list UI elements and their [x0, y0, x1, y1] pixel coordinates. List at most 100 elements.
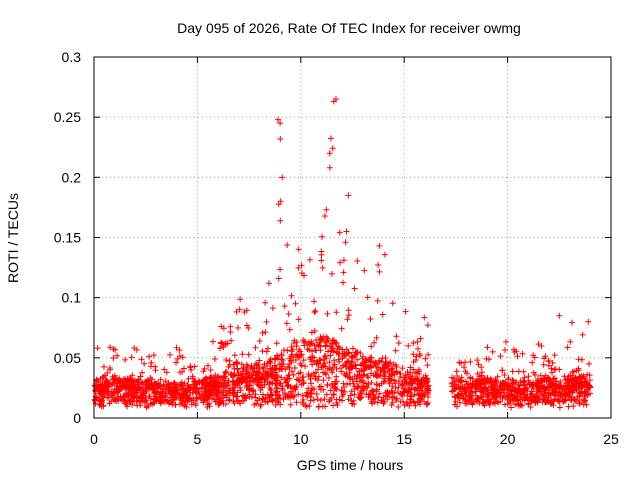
data-point — [283, 320, 290, 327]
data-point — [318, 335, 325, 342]
data-point — [570, 387, 577, 394]
data-point — [469, 392, 476, 399]
data-point — [527, 381, 534, 388]
data-point — [183, 391, 190, 398]
data-point — [319, 264, 326, 271]
data-point — [579, 331, 586, 338]
data-point — [137, 392, 144, 399]
data-point — [549, 380, 556, 387]
data-point — [137, 402, 144, 409]
data-point — [235, 324, 242, 331]
data-point — [565, 379, 572, 386]
data-point — [278, 356, 285, 363]
data-point — [362, 359, 369, 366]
data-point — [484, 376, 491, 383]
data-point — [308, 372, 315, 379]
data-point — [408, 392, 415, 399]
data-point — [379, 397, 386, 404]
data-point — [497, 393, 504, 400]
data-point — [265, 371, 272, 378]
data-point — [368, 379, 375, 386]
x-tick-label: 0 — [90, 431, 98, 447]
data-point — [210, 392, 217, 399]
data-point — [102, 383, 109, 390]
data-point — [575, 365, 582, 372]
data-point — [484, 387, 491, 394]
data-point — [484, 393, 491, 400]
data-point — [328, 394, 335, 401]
data-point — [227, 323, 234, 330]
data-point — [262, 299, 269, 306]
data-point — [240, 375, 247, 382]
data-point — [257, 403, 264, 410]
data-point — [321, 213, 328, 220]
data-point — [519, 396, 526, 403]
data-point — [340, 257, 347, 264]
data-point — [254, 362, 261, 369]
data-point — [389, 371, 396, 378]
data-point — [324, 382, 331, 389]
data-point — [586, 383, 593, 390]
data-point — [245, 351, 252, 358]
data-point — [281, 303, 288, 310]
data-point — [276, 366, 283, 373]
data-point — [218, 323, 225, 330]
data-point — [515, 388, 522, 395]
data-point — [278, 351, 285, 358]
data-point — [491, 381, 498, 388]
data-point — [352, 351, 359, 358]
data-point — [371, 339, 378, 346]
data-point — [355, 383, 362, 390]
data-point — [399, 393, 406, 400]
data-point — [199, 379, 206, 386]
data-point — [223, 382, 230, 389]
data-point — [157, 393, 164, 400]
data-point — [532, 371, 539, 378]
data-point — [330, 337, 337, 344]
data-point — [417, 335, 424, 342]
data-point — [165, 386, 172, 393]
data-point — [98, 386, 105, 393]
data-point — [530, 393, 537, 400]
data-point — [541, 390, 548, 397]
data-point — [110, 379, 117, 386]
data-point — [373, 360, 380, 367]
data-point — [544, 376, 551, 383]
data-point — [491, 394, 498, 401]
data-point — [306, 256, 313, 263]
data-point — [269, 398, 276, 405]
data-point — [567, 396, 574, 403]
data-point — [389, 300, 396, 307]
data-point — [207, 366, 214, 373]
data-point — [142, 397, 149, 404]
data-point — [225, 378, 232, 385]
data-point — [357, 350, 364, 357]
data-point — [187, 363, 194, 370]
data-point — [417, 352, 424, 359]
data-point — [279, 385, 286, 392]
data-point — [301, 340, 308, 347]
data-point — [343, 369, 350, 376]
data-point — [150, 352, 157, 359]
data-point — [351, 391, 358, 398]
data-point — [344, 381, 351, 388]
data-point — [170, 384, 177, 391]
data-point — [410, 351, 417, 358]
data-point — [322, 353, 329, 360]
data-point — [274, 373, 281, 380]
data-point — [107, 366, 114, 373]
data-point — [166, 385, 173, 392]
data-point — [93, 377, 100, 384]
data-point — [499, 367, 506, 374]
data-point — [174, 355, 181, 362]
data-point — [290, 371, 297, 378]
data-point — [467, 375, 474, 382]
data-point — [231, 365, 238, 372]
data-point — [276, 379, 283, 386]
data-point — [262, 394, 269, 401]
data-point — [340, 380, 347, 387]
data-point — [576, 373, 583, 380]
data-point — [310, 386, 317, 393]
data-point — [338, 325, 345, 332]
data-point — [92, 400, 99, 407]
